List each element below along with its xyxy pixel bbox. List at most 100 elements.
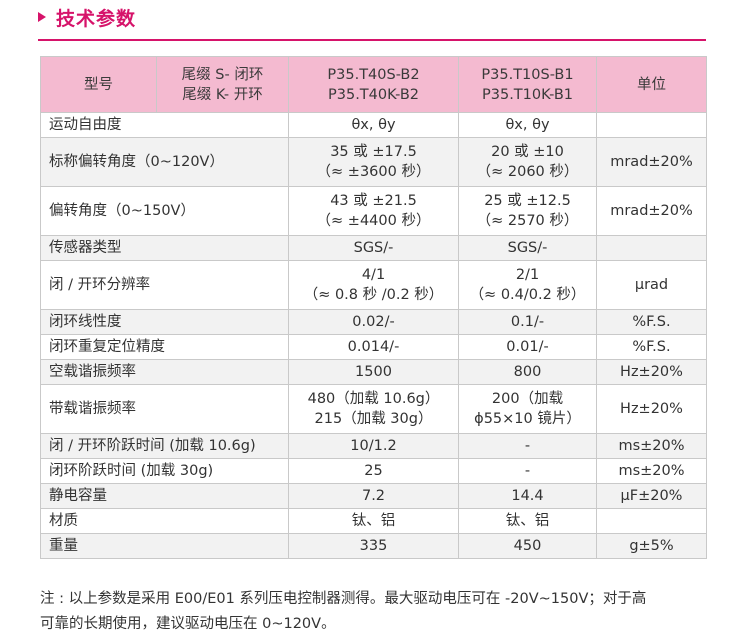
value-line: （≈ ±4400 秒） bbox=[316, 213, 431, 229]
value-line: θx, θy bbox=[351, 117, 396, 133]
value-model-1: 480（加载 10.6g） 215（加载 30g） bbox=[288, 384, 459, 434]
table-row: 静电容量 7.2 14.4 μF±20% bbox=[40, 483, 707, 509]
value-line: 钛、铝 bbox=[351, 513, 396, 529]
value-line: 14.4 bbox=[511, 488, 544, 504]
value-model-1: 43 或 ±21.5 （≈ ±4400 秒） bbox=[288, 186, 459, 236]
value-line: （≈ 2060 秒） bbox=[476, 164, 579, 180]
footnote-line: 注 : 以上参数是采用 E00/E01 系列压电控制器测得。最大驱动电压可在 -… bbox=[40, 591, 647, 607]
table-row: 带载谐振频率 480（加载 10.6g） 215（加载 30g） 200（加载 ϕ55×… bbox=[40, 384, 707, 434]
value-unit: μF±20% bbox=[596, 483, 707, 509]
header-suffix-closed: 尾缀 S- 闭环 bbox=[181, 66, 264, 83]
value-model-2: 14.4 bbox=[458, 483, 597, 509]
value-model-1: θx, θy bbox=[288, 112, 459, 138]
table-row: 空载谐振频率 1500 800 Hz±20% bbox=[40, 359, 707, 385]
section-heading: 技术参数 bbox=[38, 4, 136, 30]
value-line: - bbox=[524, 463, 531, 479]
value-line: - bbox=[524, 438, 531, 454]
value-line: 335 bbox=[359, 538, 388, 554]
value-model-2: 2/1 （≈ 0.4/0.2 秒） bbox=[458, 260, 597, 310]
row-label: 偏转角度（0~150V） bbox=[40, 186, 289, 236]
value-line: 25 或 ±12.5 bbox=[484, 193, 571, 209]
value-unit: ms±20% bbox=[596, 433, 707, 459]
value-model-1: 335 bbox=[288, 533, 459, 559]
spec-table: 型号 尾缀 S- 闭环 尾缀 K- 开环 P35.T40S-B2 P35.T40… bbox=[40, 56, 707, 559]
value-line: （≈ ±3600 秒） bbox=[316, 164, 431, 180]
value-model-1: 7.2 bbox=[288, 483, 459, 509]
table-row: 重量 335 450 g±5% bbox=[40, 533, 707, 559]
value-model-2: - bbox=[458, 458, 597, 484]
value-line: 25 bbox=[364, 463, 383, 479]
value-line: 10/1.2 bbox=[350, 438, 397, 454]
table-row: 闭 / 开环阶跃时间 (加载 10.6g) 10/1.2 - ms±20% bbox=[40, 433, 707, 459]
value-model-2: - bbox=[458, 433, 597, 459]
header-model-2: P35.T10S-B1 P35.T10K-B1 bbox=[458, 56, 597, 113]
table-row: 运动自由度 θx, θy θx, θy bbox=[40, 112, 707, 138]
value-model-1: 钛、铝 bbox=[288, 508, 459, 534]
triangle-bullet-icon bbox=[38, 12, 46, 22]
table-row: 传感器类型 SGS/- SGS/- bbox=[40, 235, 707, 261]
value-model-1: 0.014/- bbox=[288, 334, 459, 360]
value-line: 7.2 bbox=[361, 488, 386, 504]
value-unit: ms±20% bbox=[596, 458, 707, 484]
row-label: 闭 / 开环分辨率 bbox=[40, 260, 289, 310]
value-model-2: 0.01/- bbox=[458, 334, 597, 360]
value-line: ϕ55×10 镜片） bbox=[474, 411, 581, 427]
section-title: 技术参数 bbox=[56, 7, 137, 30]
value-line: 0.1/- bbox=[510, 314, 545, 330]
row-label: 闭环重复定位精度 bbox=[40, 334, 289, 360]
value-line: 0.01/- bbox=[506, 339, 549, 355]
value-unit: g±5% bbox=[596, 533, 707, 559]
value-unit: Hz±20% bbox=[596, 384, 707, 434]
value-line: 200（加载 bbox=[491, 391, 564, 407]
value-model-1: 10/1.2 bbox=[288, 433, 459, 459]
value-line: （≈ 0.4/0.2 秒） bbox=[469, 287, 586, 303]
footnote: 注 : 以上参数是采用 E00/E01 系列压电控制器测得。最大驱动电压可在 -… bbox=[40, 587, 720, 637]
row-label: 标称偏转角度（0~120V） bbox=[40, 137, 289, 187]
value-model-2: SGS/- bbox=[458, 235, 597, 261]
value-model-1: SGS/- bbox=[288, 235, 459, 261]
value-unit bbox=[596, 508, 707, 534]
row-label: 材质 bbox=[40, 508, 289, 534]
value-line: 钛、铝 bbox=[505, 513, 550, 529]
value-model-1: 25 bbox=[288, 458, 459, 484]
table-header-row: 型号 尾缀 S- 闭环 尾缀 K- 开环 P35.T40S-B2 P35.T40… bbox=[40, 56, 707, 113]
value-line: θx, θy bbox=[505, 117, 550, 133]
value-model-1: 4/1 （≈ 0.8 秒 /0.2 秒） bbox=[288, 260, 459, 310]
row-label: 重量 bbox=[40, 533, 289, 559]
value-model-2: 800 bbox=[458, 359, 597, 385]
header-model-2-closed: P35.T10S-B1 bbox=[481, 66, 574, 83]
value-model-2: 钛、铝 bbox=[458, 508, 597, 534]
value-unit: %F.S. bbox=[596, 309, 707, 335]
value-model-1: 1500 bbox=[288, 359, 459, 385]
header-suffix-open: 尾缀 K- 开环 bbox=[182, 86, 263, 103]
value-model-2: θx, θy bbox=[458, 112, 597, 138]
row-label: 静电容量 bbox=[40, 483, 289, 509]
value-line: 215（加载 30g） bbox=[314, 411, 433, 427]
header-suffix: 尾缀 S- 闭环 尾缀 K- 开环 bbox=[156, 56, 289, 113]
value-unit bbox=[596, 235, 707, 261]
table-row: 闭环线性度 0.02/- 0.1/- %F.S. bbox=[40, 309, 707, 335]
value-model-2: 200（加载 ϕ55×10 镜片） bbox=[458, 384, 597, 434]
value-line: 450 bbox=[513, 538, 542, 554]
value-line: 0.014/- bbox=[347, 339, 400, 355]
value-line: （≈ 0.8 秒 /0.2 秒） bbox=[303, 287, 444, 303]
value-line: 43 或 ±21.5 bbox=[330, 193, 417, 209]
row-label: 空载谐振频率 bbox=[40, 359, 289, 385]
value-model-2: 20 或 ±10 （≈ 2060 秒） bbox=[458, 137, 597, 187]
value-line: 0.02/- bbox=[352, 314, 395, 330]
value-model-1: 0.02/- bbox=[288, 309, 459, 335]
value-model-2: 0.1/- bbox=[458, 309, 597, 335]
value-line: 480（加载 10.6g） bbox=[307, 391, 440, 407]
header-model-2-open: P35.T10K-B1 bbox=[482, 86, 573, 103]
table-row: 闭 / 开环分辨率 4/1 （≈ 0.8 秒 /0.2 秒） 2/1 （≈ 0.4/0.… bbox=[40, 260, 707, 310]
heading-divider bbox=[38, 39, 706, 41]
table-row: 偏转角度（0~150V） 43 或 ±21.5 （≈ ±4400 秒） 25 或 ±1… bbox=[40, 186, 707, 236]
header-model-1: P35.T40S-B2 P35.T40K-B2 bbox=[288, 56, 459, 113]
value-model-2: 450 bbox=[458, 533, 597, 559]
table-row: 材质 钛、铝 钛、铝 bbox=[40, 508, 707, 534]
value-unit: mrad±20% bbox=[596, 186, 707, 236]
table-row: 闭环阶跃时间 (加载 30g) 25 - ms±20% bbox=[40, 458, 707, 484]
value-line: SGS/- bbox=[353, 240, 394, 256]
row-label: 带载谐振频率 bbox=[40, 384, 289, 434]
header-model: 型号 bbox=[40, 56, 157, 113]
